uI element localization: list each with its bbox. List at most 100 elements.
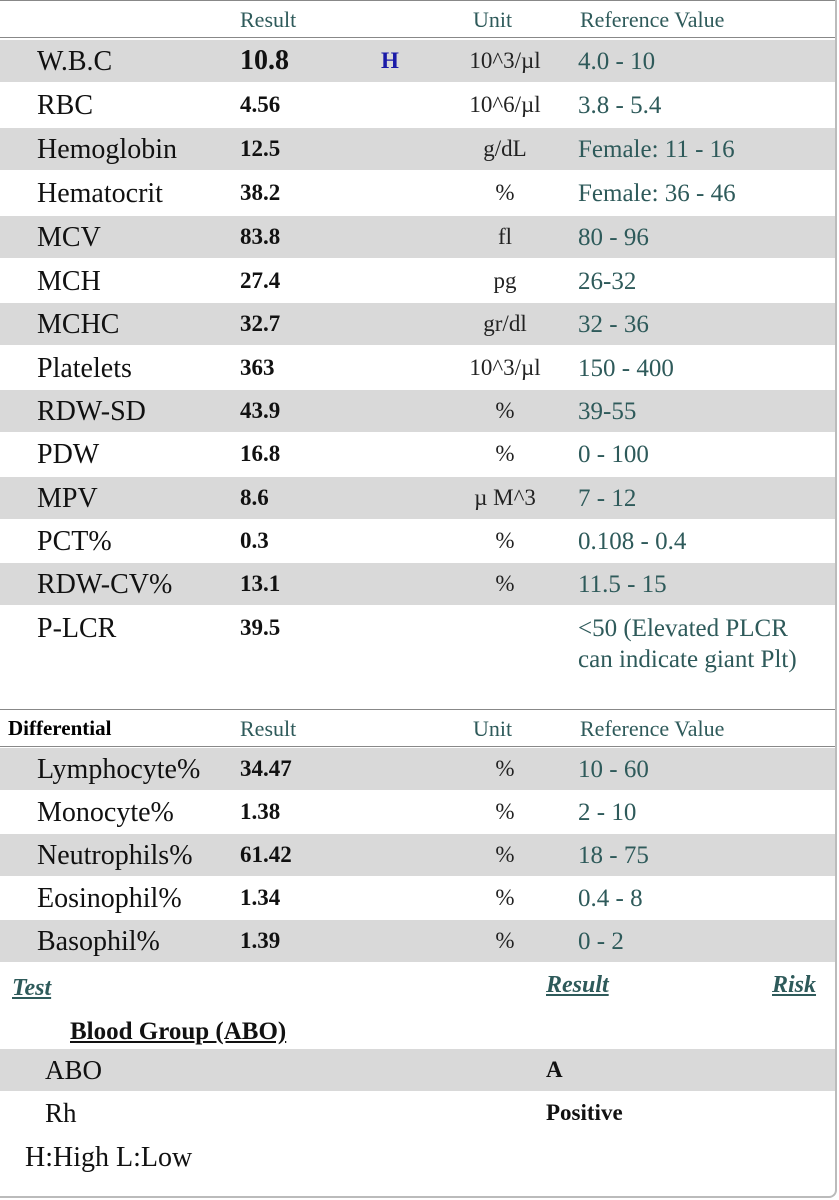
test-name: Platelets [37, 353, 132, 384]
reference-value: 18 - 75 [578, 842, 649, 869]
cbc-row: Platelets 363 10^3/µl 150 - 400 [0, 347, 835, 389]
test-name: P-LCR [37, 613, 117, 644]
diff-row: Neutrophils% 61.42% 18 - 75 [0, 834, 835, 876]
test-link[interactable]: Test [12, 975, 52, 1001]
test-result: 10.8 [240, 45, 289, 76]
cbc-row: RDW-SD 43.9% 39-55 [0, 390, 835, 432]
test-result: 1.38 [240, 799, 281, 824]
cbc-header: Result Unit Reference Value [0, 0, 835, 38]
diff-header-unit: Unit [473, 716, 513, 741]
test-result: 39.5 [240, 615, 281, 640]
test-unit: % [495, 756, 515, 781]
blood-row-result: A [546, 1057, 563, 1082]
test-unit: % [495, 885, 515, 910]
result-link[interactable]: Result [546, 972, 609, 998]
test-unit: % [495, 180, 515, 205]
test-unit: 10^3/µl [469, 355, 541, 380]
diff-row: Eosinophil% 1.34% 0.4 - 8 [0, 877, 835, 919]
cbc-row: PDW 16.8% 0 - 100 [0, 433, 835, 475]
test-result: 43.9 [240, 398, 281, 423]
cbc-row: Hematocrit 38.2% Female: 36 - 46 [0, 172, 835, 214]
test-unit: % [495, 571, 515, 596]
test-result: 8.6 [240, 485, 269, 510]
test-result: 0.3 [240, 528, 269, 553]
test-result: 12.5 [240, 136, 281, 161]
test-unit: gr/dl [483, 311, 527, 336]
reference-value: 7 - 12 [578, 485, 637, 512]
cbc-row: RBC 4.56 10^6/µl 3.8 - 5.4 [0, 84, 835, 126]
test-result: 16.8 [240, 441, 281, 466]
test-name: PDW [37, 439, 100, 470]
reference-value: 11.5 - 15 [578, 571, 667, 598]
reference-value: Female: 11 - 16 [578, 136, 735, 163]
reference-value: 32 - 36 [578, 311, 649, 338]
diff-header-result: Result [240, 716, 297, 741]
cbc-header-unit: Unit [473, 7, 513, 32]
test-result: 32.7 [240, 311, 281, 336]
test-result: 363 [240, 355, 275, 380]
test-result: 61.42 [240, 842, 292, 867]
test-name: RBC [37, 90, 94, 121]
test-name: W.B.C [37, 46, 113, 77]
test-name: MPV [37, 483, 98, 514]
diff-row: Lymphocyte% 34.47% 10 - 60 [0, 748, 835, 790]
cbc-row: MCH 27.4 pg 26-32 [0, 260, 835, 302]
test-unit: µ M^3 [474, 485, 536, 510]
test-name: RDW-SD [37, 396, 146, 427]
test-result: 83.8 [240, 224, 281, 249]
diff-row: Basophil% 1.39% 0 - 2 [0, 920, 835, 962]
reference-value: 4.0 - 10 [578, 48, 656, 75]
result-flag: H [381, 48, 399, 73]
test-name: Basophil% [37, 926, 160, 957]
blood-row-name: Rh [45, 1098, 77, 1128]
test-unit: 10^3/µl [469, 48, 541, 73]
reference-value: 0.4 - 8 [578, 885, 643, 912]
test-unit: % [495, 928, 515, 953]
test-result: 1.34 [240, 885, 281, 910]
test-unit: g/dL [483, 136, 527, 161]
test-name: Lymphocyte% [37, 754, 201, 785]
test-unit: % [495, 398, 515, 423]
reference-value: 0 - 2 [578, 928, 624, 955]
cbc-row: P-LCR 39.5 <50 (Elevated PLCR can indicate… [0, 607, 835, 707]
test-name: Neutrophils% [37, 840, 193, 871]
blood-row-rh: Rh Positive [0, 1092, 835, 1134]
test-name: MCH [37, 266, 101, 297]
reference-value: 26-32 [578, 268, 637, 295]
flag-legend: H:High L:Low [25, 1142, 193, 1173]
test-unit: 10^6/µl [469, 92, 541, 117]
test-result: 4.56 [240, 92, 281, 117]
reference-value: Female: 36 - 46 [578, 180, 736, 207]
diff-header-title: Differential [8, 716, 112, 740]
reference-value: 2 - 10 [578, 799, 637, 826]
blood-row-abo: ABO A [0, 1049, 835, 1091]
test-name: Hemoglobin [37, 134, 177, 165]
reference-value: 150 - 400 [578, 355, 674, 382]
diff-header-reference: Reference Value [580, 716, 725, 741]
risk-link[interactable]: Risk [772, 972, 817, 998]
cbc-row: W.B.C 10.8 H 10^3/µl 4.0 - 10 [0, 40, 835, 82]
reference-value: 0.108 - 0.4 [578, 528, 687, 555]
reference-value: 10 - 60 [578, 756, 649, 783]
cbc-row: Hemoglobin 12.5 g/dL Female: 11 - 16 [0, 128, 835, 170]
test-result: 34.47 [240, 756, 292, 781]
reference-value: 39-55 [578, 398, 637, 425]
test-unit: % [495, 842, 515, 867]
test-result: 27.4 [240, 268, 281, 293]
test-name: PCT% [37, 526, 112, 557]
cbc-row: MPV 8.6 µ M^3 7 - 12 [0, 477, 835, 519]
cbc-row: MCV 83.8 fl 80 - 96 [0, 216, 835, 258]
reference-value: 80 - 96 [578, 224, 649, 251]
test-unit: % [495, 441, 515, 466]
test-name: MCV [37, 222, 101, 253]
diff-header: Differential Result Unit Reference Value [0, 709, 835, 747]
blood-group-title: Blood Group (ABO) [70, 1018, 287, 1045]
test-unit: fl [497, 224, 513, 249]
cbc-row: PCT% 0.3% 0.108 - 0.4 [0, 520, 835, 562]
diff-row: Monocyte% 1.38% 2 - 10 [0, 791, 835, 833]
test-name: MCHC [37, 309, 120, 340]
test-result: 13.1 [240, 571, 281, 596]
blood-row-result: Positive [546, 1100, 623, 1125]
test-unit: % [495, 799, 515, 824]
test-name: Eosinophil% [37, 883, 182, 914]
